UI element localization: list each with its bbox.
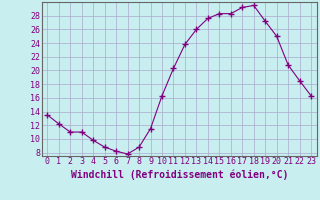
X-axis label: Windchill (Refroidissement éolien,°C): Windchill (Refroidissement éolien,°C)	[70, 169, 288, 180]
